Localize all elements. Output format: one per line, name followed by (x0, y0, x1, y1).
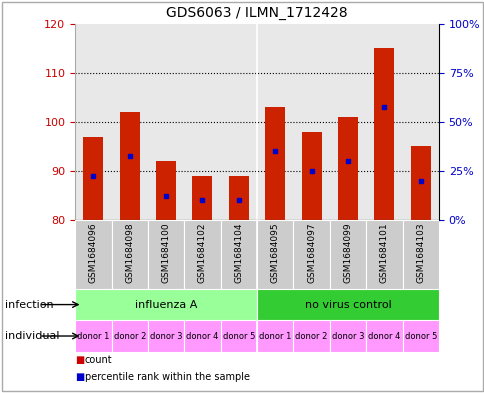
Bar (365, 220, 402, 289)
Bar (75, 220, 111, 289)
Text: GSM1684096: GSM1684096 (89, 223, 98, 283)
Bar (257, 220, 293, 289)
Text: donor 1: donor 1 (77, 332, 109, 340)
Text: donor 4: donor 4 (367, 332, 400, 340)
Text: infection: infection (5, 299, 53, 310)
Text: GSM1684098: GSM1684098 (125, 223, 134, 283)
Text: count: count (85, 354, 112, 365)
Bar (75, 289, 257, 320)
Text: donor 2: donor 2 (113, 332, 146, 340)
Bar (374, 48, 393, 220)
Text: percentile rank within the sample: percentile rank within the sample (85, 372, 249, 382)
Bar (337, 117, 357, 220)
Bar (301, 132, 321, 220)
Title: GDS6063 / ILMN_1712428: GDS6063 / ILMN_1712428 (166, 6, 347, 20)
Bar (111, 320, 148, 352)
Bar (228, 176, 248, 220)
Bar (184, 320, 220, 352)
Bar (83, 136, 103, 220)
Text: GSM1684101: GSM1684101 (379, 223, 388, 283)
Text: no virus control: no virus control (304, 299, 391, 310)
Bar (410, 146, 430, 220)
Bar (293, 220, 329, 289)
Text: GSM1684102: GSM1684102 (197, 223, 207, 283)
Bar (148, 220, 184, 289)
Text: influenza A: influenza A (135, 299, 197, 310)
Bar (111, 220, 148, 289)
Bar (265, 107, 285, 220)
Text: GSM1684095: GSM1684095 (270, 223, 279, 283)
Bar (329, 220, 365, 289)
Bar (75, 320, 111, 352)
Text: donor 3: donor 3 (150, 332, 182, 340)
Bar (365, 320, 402, 352)
Text: donor 4: donor 4 (186, 332, 218, 340)
Text: ■: ■ (75, 354, 84, 365)
Text: GSM1684100: GSM1684100 (161, 223, 170, 283)
Bar (148, 320, 184, 352)
Text: donor 3: donor 3 (331, 332, 363, 340)
Bar (402, 320, 438, 352)
Text: ■: ■ (75, 372, 84, 382)
Bar (156, 161, 176, 220)
Text: donor 5: donor 5 (404, 332, 436, 340)
Bar (329, 320, 365, 352)
Bar (402, 220, 438, 289)
Bar (220, 320, 257, 352)
Text: donor 1: donor 1 (258, 332, 291, 340)
Bar (192, 176, 212, 220)
Text: donor 5: donor 5 (222, 332, 255, 340)
Bar (120, 112, 139, 220)
Bar (293, 320, 329, 352)
Text: GSM1684104: GSM1684104 (234, 223, 243, 283)
Text: individual: individual (5, 331, 59, 341)
Bar (184, 220, 220, 289)
Bar (220, 220, 257, 289)
Text: GSM1684099: GSM1684099 (343, 223, 352, 283)
Bar (257, 289, 438, 320)
Text: donor 2: donor 2 (295, 332, 327, 340)
Text: GSM1684103: GSM1684103 (415, 223, 424, 283)
Bar (257, 320, 293, 352)
Text: GSM1684097: GSM1684097 (306, 223, 316, 283)
